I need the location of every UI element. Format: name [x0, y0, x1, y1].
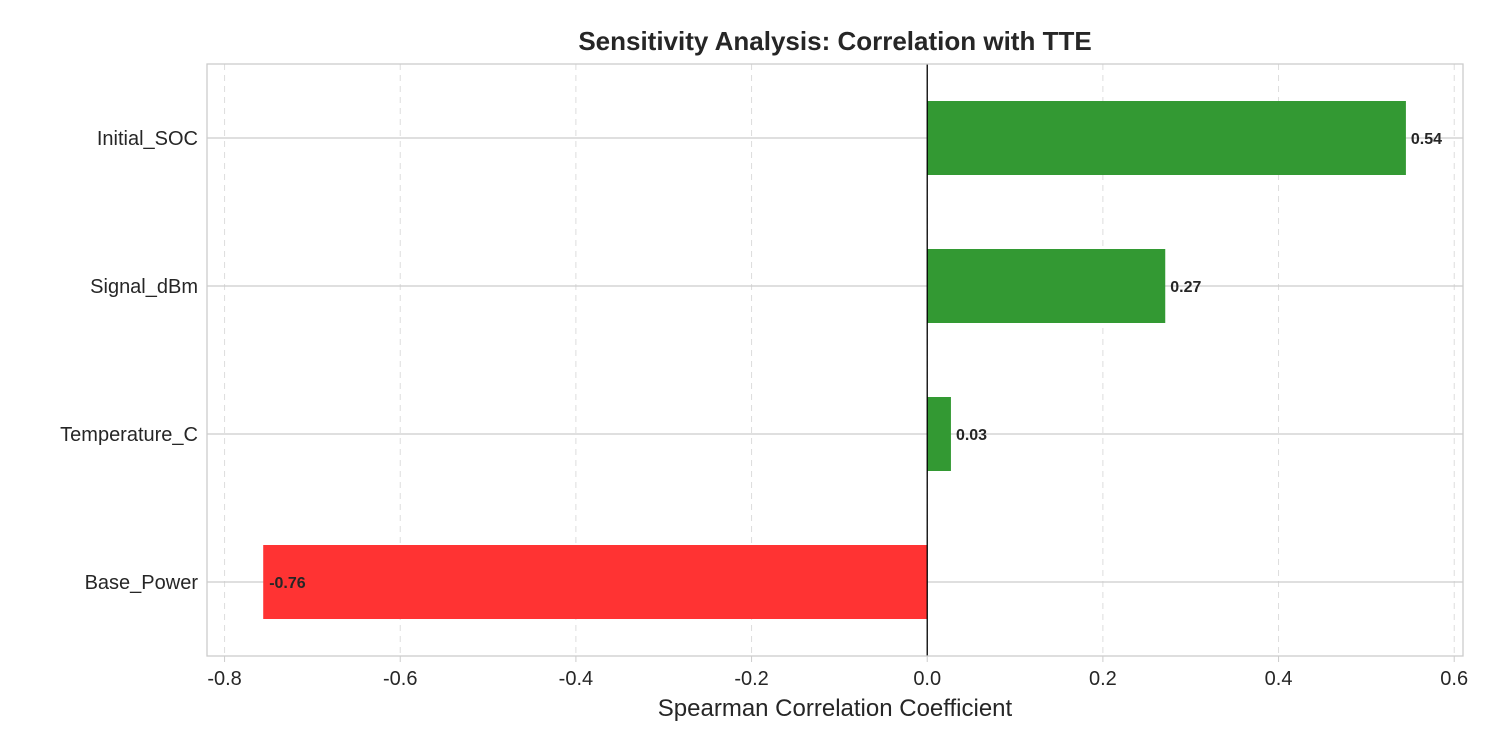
bar-initial-soc [927, 101, 1406, 175]
plot-frame [206, 63, 1464, 657]
x-tick-label: -0.2 [734, 668, 768, 690]
data-label: 0.27 [1170, 279, 1201, 296]
y-tick-label: Initial_SOC [97, 128, 198, 150]
bar-temperature-c [927, 397, 951, 471]
data-label: 0.03 [956, 427, 987, 444]
x-tick-label: 0.4 [1265, 668, 1293, 690]
bar-base-power [263, 545, 928, 619]
x-tick-label: 0.6 [1440, 668, 1468, 690]
axes: -0.8 -0.6 -0.4 -0.2 0.0 0.2 0.4 0.6 Initial_SOC S… [60, 63, 1468, 690]
chart-title: Sensitivity Analysis: Correlation with T… [578, 26, 1091, 56]
x-tick-label: 0.0 [913, 668, 941, 690]
bar-signal-dbm [927, 249, 1166, 323]
x-tick-label: 0.2 [1089, 668, 1117, 690]
y-tick-label: Temperature_C [60, 424, 198, 446]
bars [263, 101, 1406, 619]
x-tick-label: -0.8 [207, 668, 241, 690]
x-axis-label: Spearman Correlation Coefficient [658, 695, 1013, 722]
y-tick-label: Base_Power [85, 572, 199, 594]
y-tick-label: Signal_dBm [90, 276, 198, 298]
x-tick-label: -0.6 [383, 668, 417, 690]
data-labels: 0.54 0.27 0.03 -0.76 [269, 131, 1442, 592]
x-tick-label: -0.4 [559, 668, 593, 690]
data-label: 0.54 [1411, 131, 1442, 148]
data-label: -0.76 [269, 575, 306, 592]
